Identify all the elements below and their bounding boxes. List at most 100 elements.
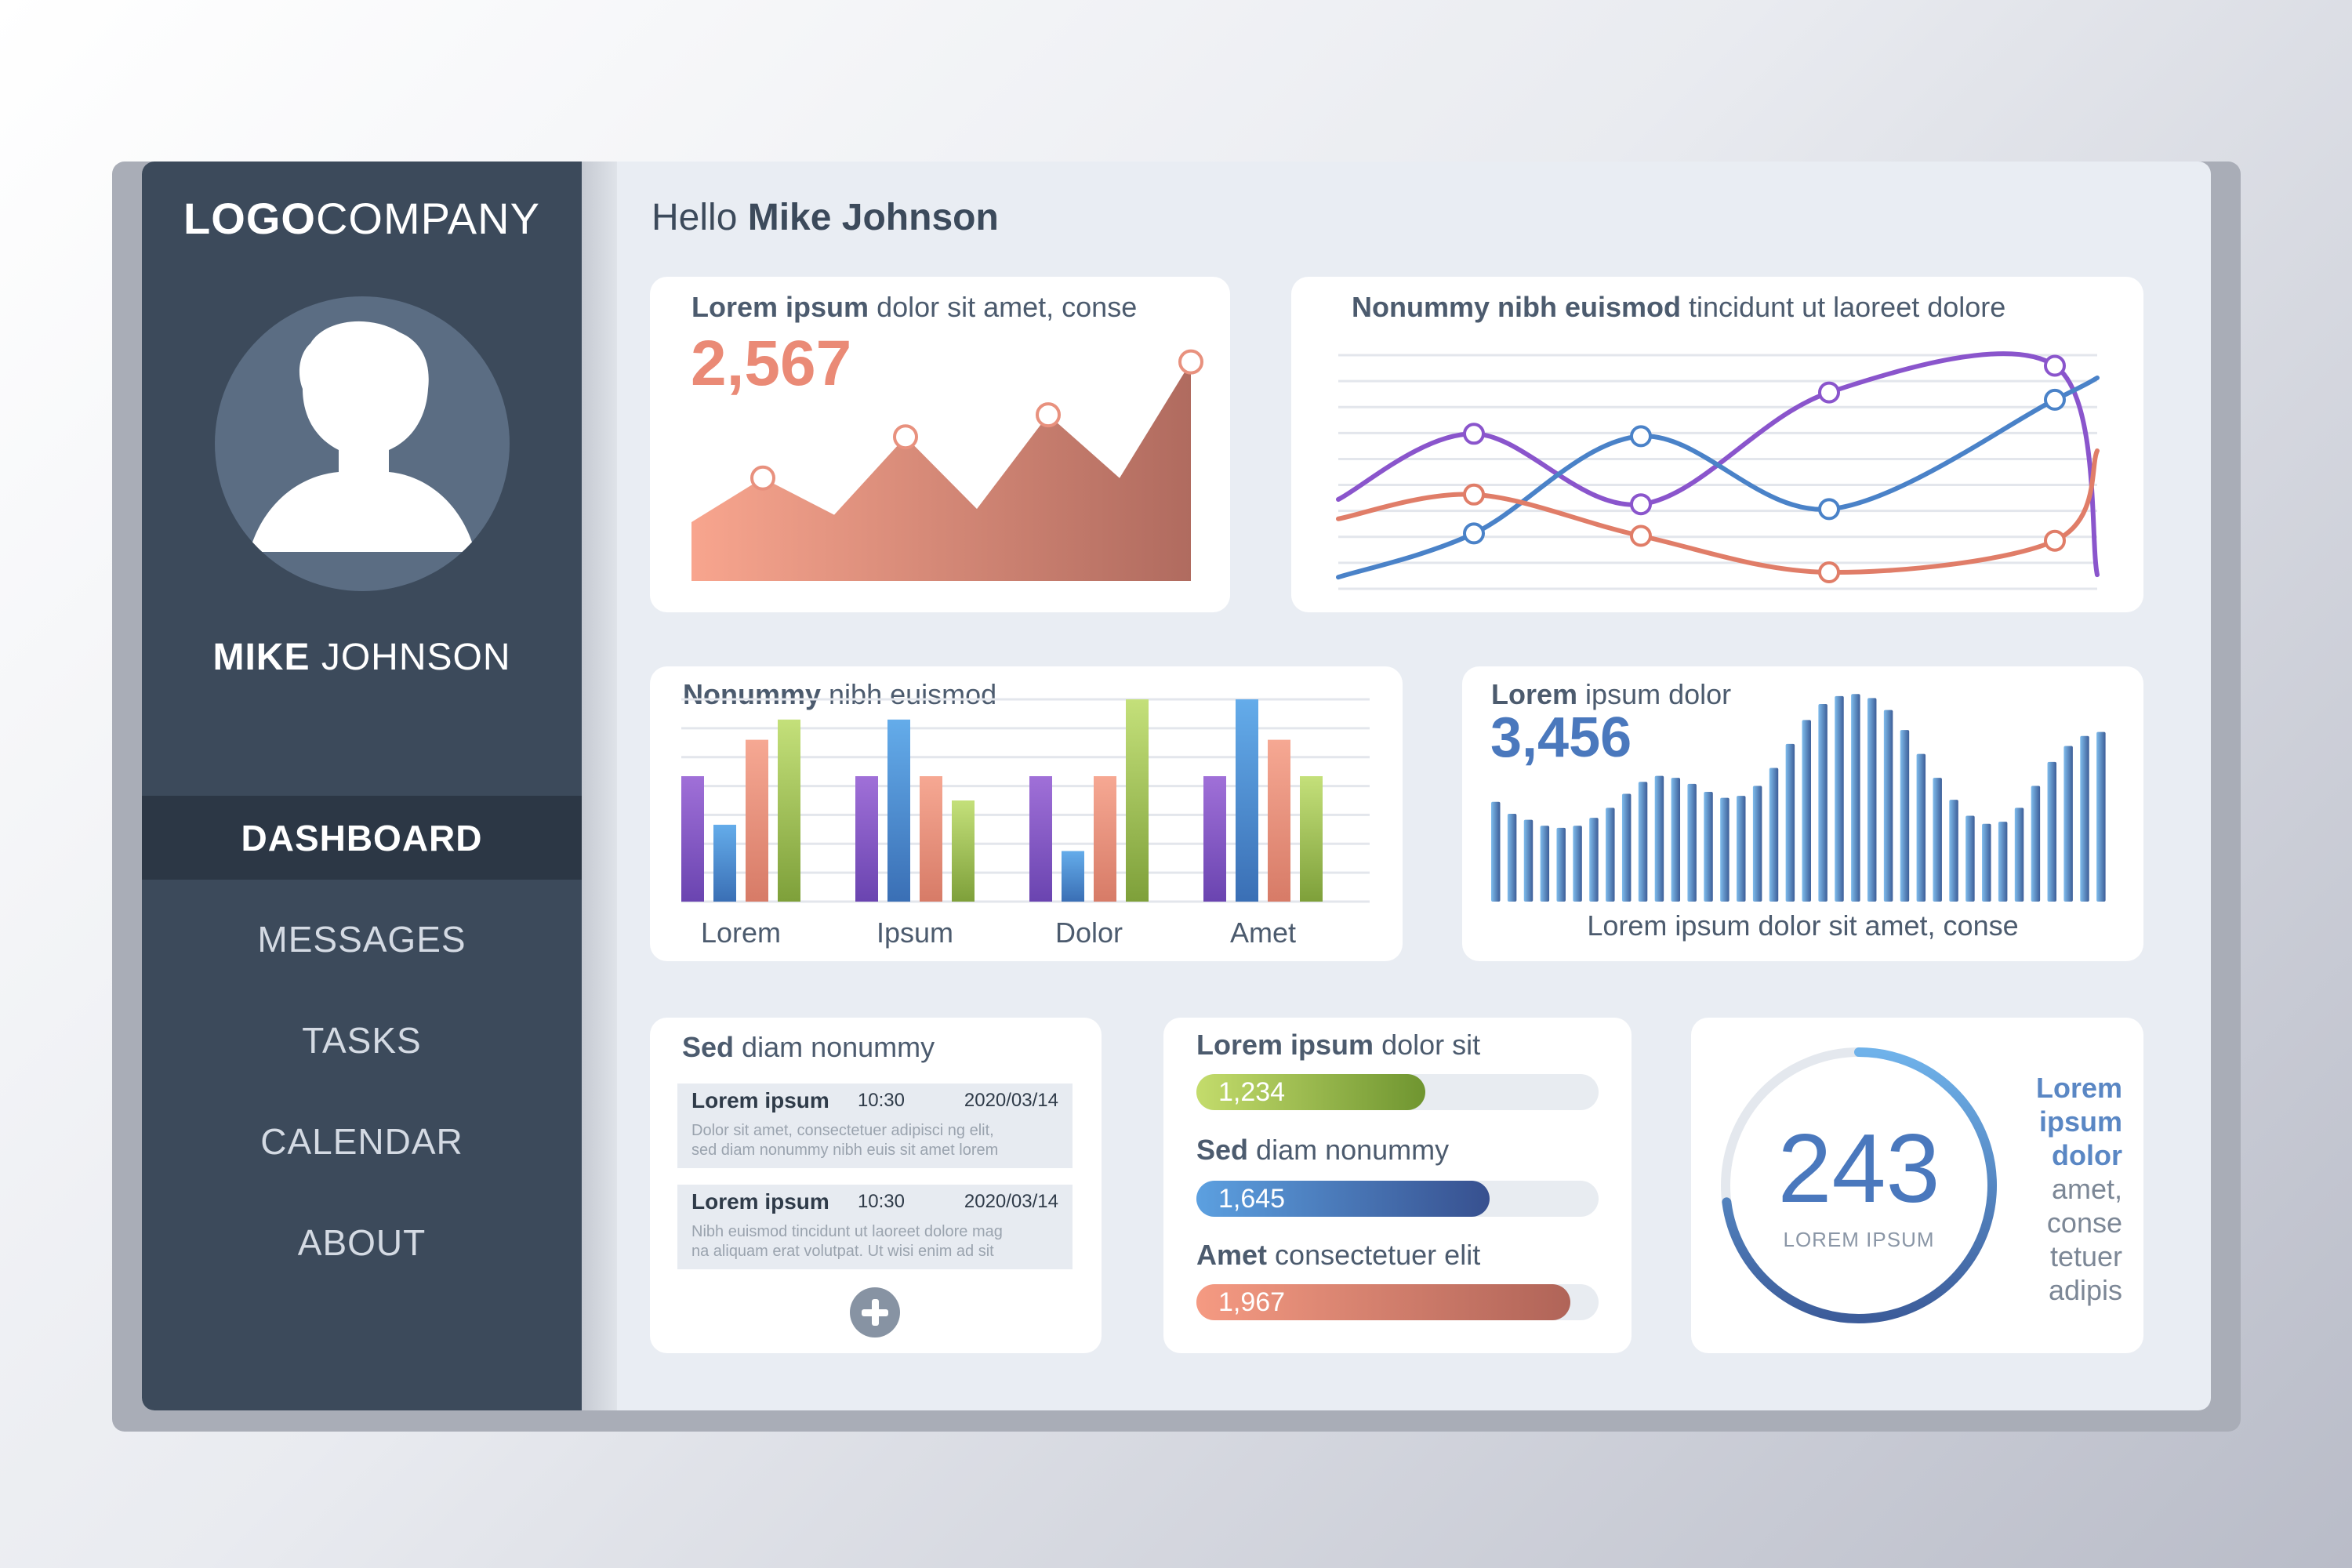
nav-dashboard[interactable]: DASHBOARD bbox=[142, 796, 582, 880]
bar-chart-card: Nonummy nibh euismod Lorem Ipsum Dolor Amet bbox=[650, 666, 1403, 961]
line-data-point bbox=[1630, 493, 1652, 516]
wave-card-value: 3,456 bbox=[1490, 706, 1632, 769]
wave-bar-mark bbox=[1965, 815, 1975, 902]
area-card-value: 2,567 bbox=[691, 328, 852, 399]
bar-mark bbox=[681, 776, 704, 902]
nav-about[interactable]: ABOUT bbox=[297, 1221, 426, 1263]
wave-bar-mark bbox=[2096, 731, 2106, 902]
gauge-side-bold: ipsum bbox=[2038, 1105, 2122, 1138]
line-data-point bbox=[2044, 354, 2066, 377]
wave-bar-mark bbox=[1949, 800, 1958, 902]
bar-mark bbox=[778, 719, 800, 902]
logo-rest: COMPANY bbox=[315, 194, 540, 243]
gauge-label: LOREM IPSUM bbox=[1783, 1228, 1935, 1251]
wave-bar-mark bbox=[2063, 746, 2073, 902]
wave-card-caption: Lorem ipsum dolor sit amet, conse bbox=[1587, 909, 2019, 942]
progress-track: 1,967 bbox=[1196, 1284, 1599, 1320]
nav-calendar[interactable]: CALENDAR bbox=[260, 1120, 463, 1162]
line-data-point bbox=[1630, 425, 1652, 448]
messages-card-title-bold: Sed bbox=[682, 1031, 735, 1063]
wave-bar-mark bbox=[1638, 782, 1648, 902]
wave-bar-mark bbox=[1982, 823, 1991, 902]
user-silhouette-icon bbox=[249, 321, 475, 552]
area-card-title-rest: dolor sit amet, conse bbox=[877, 291, 1138, 323]
bar-mark bbox=[1268, 739, 1290, 902]
line-chart bbox=[1336, 351, 2100, 590]
line-data-point bbox=[1818, 498, 1840, 521]
sidebar: LOGOCOMPANY MIKE JOHNSON DASHBOARD MESSA… bbox=[142, 162, 582, 1410]
greeting-prefix: Hello bbox=[652, 197, 738, 238]
line-card-title-rest: tincidunt ut laoreet dolore bbox=[1689, 291, 2006, 323]
wave-bar-mark bbox=[1606, 808, 1615, 902]
message-preview: Nibh euismod tincidunt ut laoreet dolore… bbox=[691, 1222, 1058, 1261]
messages-card-title: Sed diam nonummy bbox=[682, 1031, 935, 1064]
area-card-title-bold: Lorem ipsum bbox=[691, 291, 869, 323]
line-data-point bbox=[2044, 388, 2066, 411]
wave-bar-mark bbox=[1916, 753, 1926, 902]
message-preview-line: Dolor sit amet, consectetuer adipisci ng… bbox=[691, 1122, 994, 1139]
wave-bar-mark bbox=[1883, 710, 1893, 902]
bar-mark bbox=[746, 739, 768, 902]
wave-bar-mark bbox=[1818, 704, 1828, 902]
gauge-value: 243 bbox=[1777, 1115, 1940, 1223]
progress-value: 1,234 bbox=[1218, 1077, 1286, 1107]
greeting: Hello Mike Johnson bbox=[652, 196, 999, 239]
area-data-point bbox=[750, 465, 775, 491]
line-data-point bbox=[1463, 522, 1485, 545]
wave-bar-mark bbox=[2031, 786, 2041, 902]
message-date: 2020/03/14 bbox=[964, 1090, 1058, 1111]
bar-mark bbox=[1029, 776, 1052, 902]
bar-card-title-bold: Nonummy bbox=[683, 678, 822, 710]
line-card-title-bold: Nonummy nibh euismod bbox=[1352, 291, 1682, 323]
area-data-point bbox=[1178, 349, 1203, 375]
bar-mark bbox=[713, 824, 736, 902]
bar-category-label: Ipsum bbox=[877, 916, 953, 949]
area-data-point bbox=[893, 424, 918, 450]
message-time: 10:30 bbox=[857, 1090, 905, 1111]
bar-category-label: Amet bbox=[1230, 916, 1296, 949]
gauge-card: 243 LOREM IPSUM Lorem ipsum dolor amet, … bbox=[1691, 1018, 2143, 1353]
bar-mark bbox=[1236, 699, 1258, 902]
wave-bar-mark bbox=[1523, 819, 1534, 902]
dashboard-window: LOGOCOMPANY MIKE JOHNSON DASHBOARD MESSA… bbox=[142, 162, 2211, 1410]
wave-bar-mark bbox=[2047, 761, 2057, 902]
progress-track: 1,234 bbox=[1196, 1074, 1599, 1110]
message-item[interactable]: Lorem ipsum 10:30 2020/03/14 Dolor sit a… bbox=[677, 1083, 1073, 1168]
add-message-button[interactable] bbox=[850, 1287, 900, 1338]
bar-mark bbox=[1126, 699, 1149, 902]
bar-mark bbox=[1300, 776, 1323, 902]
greeting-name: Mike Johnson bbox=[747, 197, 999, 238]
wave-bar-mark bbox=[1491, 801, 1501, 902]
wave-bar-mark bbox=[1589, 818, 1599, 902]
message-item[interactable]: Lorem ipsum 10:30 2020/03/14 Nibh euismo… bbox=[677, 1185, 1073, 1269]
wave-card-title: Lorem ipsum dolor bbox=[1491, 678, 1731, 711]
bar-card-title-rest: nibh euismod bbox=[829, 678, 997, 710]
area-card-title: Lorem ipsum dolor sit amet, conse bbox=[691, 291, 1137, 324]
bar-mark bbox=[887, 719, 910, 902]
line-data-point bbox=[1818, 381, 1840, 404]
message-preview-line: sed diam nonummy nibh euis sit amet lore… bbox=[691, 1142, 999, 1159]
area-series bbox=[691, 361, 1191, 581]
gauge-side-bold: dolor bbox=[2052, 1139, 2122, 1171]
gauge-side-bold: Lorem bbox=[2035, 1072, 2122, 1104]
bar-category-label: Lorem bbox=[701, 916, 781, 949]
wave-bar-mark bbox=[1802, 720, 1811, 902]
bar-mark bbox=[1094, 776, 1116, 902]
message-header: Lorem ipsum 10:30 2020/03/14 bbox=[691, 1189, 1058, 1214]
bar-chart: Lorem Ipsum Dolor Amet bbox=[681, 698, 1370, 949]
progress-label-rest: diam nonummy bbox=[1256, 1134, 1450, 1166]
progress-track: 1,645 bbox=[1196, 1181, 1599, 1217]
messages-card-title-rest: diam nonummy bbox=[742, 1031, 935, 1063]
wave-bar-mark bbox=[1540, 826, 1550, 902]
message-date: 2020/03/14 bbox=[964, 1191, 1058, 1212]
area-chart bbox=[691, 349, 1203, 581]
bar-mark bbox=[1062, 851, 1084, 902]
messages-card: Sed diam nonummy Lorem ipsum 10:30 2020/… bbox=[650, 1018, 1102, 1353]
gauge-ring bbox=[1721, 1047, 1997, 1323]
nav-messages[interactable]: MESSAGES bbox=[257, 918, 466, 960]
wave-bar-mark bbox=[1752, 786, 1762, 902]
wave-bar-mark bbox=[1851, 694, 1860, 902]
nav-tasks[interactable]: TASKS bbox=[302, 1019, 422, 1061]
progress-label-bold: Lorem ipsum bbox=[1196, 1029, 1374, 1061]
avatar[interactable] bbox=[215, 296, 510, 591]
